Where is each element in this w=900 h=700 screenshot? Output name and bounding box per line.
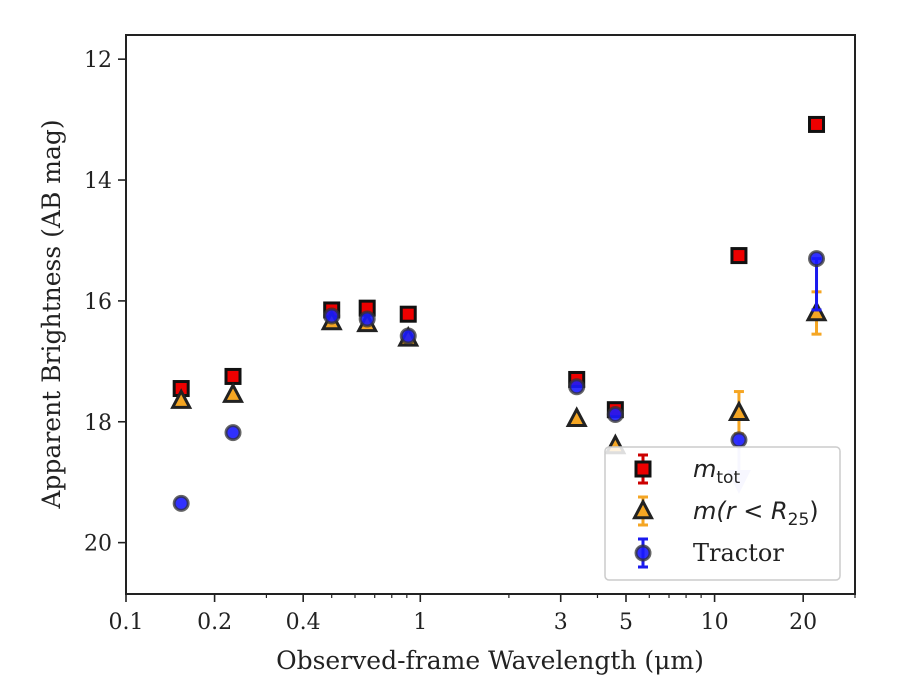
x-tick-label: 5 xyxy=(619,610,633,635)
point-circle xyxy=(808,250,826,268)
legend-box xyxy=(604,446,841,581)
legend-label-base: m xyxy=(693,455,716,483)
point-square xyxy=(730,247,748,265)
point-circle xyxy=(606,406,624,424)
series-triangle xyxy=(170,290,828,455)
legend-label-base: m(r < R xyxy=(693,497,788,525)
y-axis: 12 14 16 18 20 xyxy=(84,48,126,557)
y-tick-label: 12 xyxy=(84,48,112,73)
point-circle xyxy=(172,494,190,512)
point-square xyxy=(399,305,417,323)
point-triangle xyxy=(170,388,193,409)
legend-label: m(r < R25) xyxy=(693,497,819,530)
series-square xyxy=(172,115,826,419)
x-axis: 0.1 0.2 0.4 1 3 5 10 20 xyxy=(109,594,856,635)
legend-label: Tractor xyxy=(693,539,784,567)
y-axis-label: Apparent Brightness (AB mag) xyxy=(37,119,66,509)
legend-marker-circle xyxy=(634,544,652,562)
point-circle xyxy=(323,307,341,325)
point-triangle xyxy=(727,400,750,421)
legend-label-sub: 25 xyxy=(788,510,810,530)
x-tick-label: 0.1 xyxy=(109,610,144,635)
x-tick-label: 0.4 xyxy=(286,610,321,635)
legend-label-rest: ) xyxy=(809,497,818,525)
x-tick-label: 20 xyxy=(789,610,817,635)
legend-label-sub: tot xyxy=(716,468,740,488)
point-triangle xyxy=(222,382,245,403)
point-circle xyxy=(358,310,376,328)
point-triangle xyxy=(805,300,828,322)
point-circle xyxy=(399,327,417,345)
y-tick-label: 14 xyxy=(84,169,112,194)
x-tick-label: 3 xyxy=(554,610,568,635)
legend-label: mtot xyxy=(693,455,740,488)
plot-frame xyxy=(125,34,856,595)
legend: mtot m(r < R25) Tractor xyxy=(604,446,841,581)
y-tick-label: 16 xyxy=(84,290,112,315)
x-axis-label: Observed-frame Wavelength (μm) xyxy=(276,646,704,675)
x-tick-label: 10 xyxy=(701,610,729,635)
point-square xyxy=(808,115,826,133)
point-circle xyxy=(730,431,748,449)
legend-marker-square xyxy=(634,460,652,478)
point-square xyxy=(224,367,242,385)
legend-marker-triangle xyxy=(632,498,654,520)
data-layer xyxy=(170,115,828,512)
point-circle xyxy=(224,424,242,442)
x-tick-label: 1 xyxy=(413,610,427,635)
point-triangle xyxy=(565,406,588,427)
x-tick-label: 0.2 xyxy=(197,610,232,635)
point-circle xyxy=(568,378,586,396)
y-tick-label: 18 xyxy=(84,411,112,436)
y-tick-label: 20 xyxy=(84,532,112,557)
